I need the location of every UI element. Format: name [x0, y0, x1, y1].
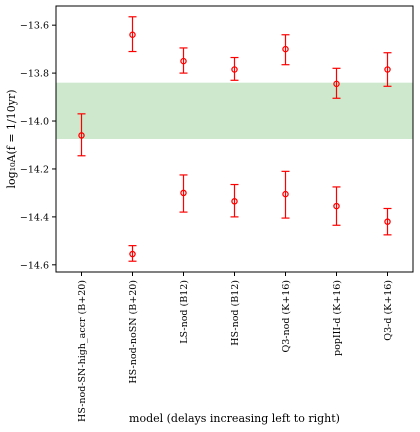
x-tick-label: Q3-nod (K+16) — [281, 280, 292, 353]
x-tick-label: HS-nod-noSN (B+20) — [128, 280, 139, 384]
x-tick-label: HS-nod-SN-high_accr (B+20) — [77, 280, 88, 422]
x-tick-label: Q3-d (K+16) — [383, 280, 394, 341]
data-point — [180, 189, 187, 197]
y-tick-label: −14.0 — [20, 117, 49, 128]
data-point — [180, 57, 187, 65]
data-point — [333, 80, 340, 88]
x-tick-label: popIII-d (K+16) — [332, 280, 343, 356]
data-point — [78, 132, 85, 139]
x-tick-label: LS-nod (B12) — [179, 280, 190, 344]
y-tick-label: −14.6 — [20, 260, 49, 271]
y-tick-label: −13.8 — [20, 69, 49, 80]
data-point — [129, 250, 136, 258]
y-tick-label: −13.6 — [20, 21, 49, 32]
data-point — [129, 31, 136, 39]
data-point — [231, 66, 238, 73]
x-axis: HS-nod-SN-high_accr (B+20) HS-nod-noSN (B… — [77, 272, 394, 422]
shaded-band-layer — [56, 82, 413, 139]
data-point — [333, 202, 340, 210]
data-point — [231, 198, 238, 205]
y-axis-label: log₁₀A(f = 1/10yr) — [5, 90, 18, 189]
data-point — [282, 45, 289, 53]
data-point — [384, 218, 391, 225]
x-tick-label: HS-nod (B12) — [230, 280, 241, 346]
y-tick-label: −14.2 — [20, 164, 49, 175]
data-point — [282, 190, 289, 198]
shaded-band — [56, 82, 413, 139]
y-tick-label: −14.4 — [20, 212, 49, 223]
x-axis-label: model (delays increasing left to right) — [129, 412, 340, 425]
data-layer — [77, 16, 392, 262]
data-point — [384, 66, 391, 73]
y-axis: −13.6 −13.8 −14.0 −14.2 −14.4 −14.6 — [20, 21, 56, 271]
